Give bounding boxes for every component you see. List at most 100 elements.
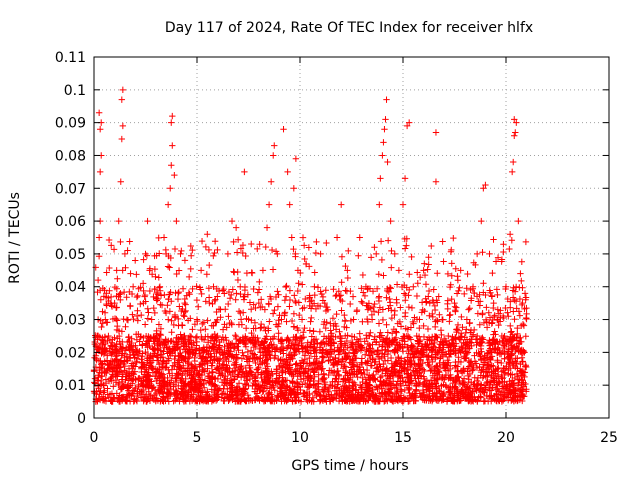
- data-point: [494, 306, 502, 313]
- data-point: [355, 398, 363, 405]
- data-point: [305, 244, 313, 251]
- data-point: [350, 397, 357, 404]
- data-point: [166, 264, 173, 271]
- data-point: [343, 354, 350, 362]
- data-point: [160, 339, 167, 346]
- data-point: [303, 396, 310, 403]
- data-point: [358, 343, 365, 351]
- data-point: [241, 370, 248, 378]
- data-point: [453, 290, 461, 297]
- data-point: [428, 242, 435, 250]
- data-point: [518, 322, 525, 329]
- data-point: [294, 383, 301, 391]
- data-point: [212, 319, 220, 326]
- data-point: [521, 349, 528, 356]
- data-point: [214, 246, 221, 254]
- data-point: [339, 364, 347, 372]
- data-point: [446, 283, 454, 291]
- data-point: [225, 347, 232, 354]
- data-point: [246, 299, 254, 306]
- data-point: [193, 283, 200, 290]
- data-point: [398, 283, 406, 291]
- data-point: [372, 392, 379, 399]
- data-point: [339, 383, 347, 390]
- data-point: [307, 318, 314, 325]
- data-point: [335, 288, 343, 295]
- data-point: [410, 343, 418, 351]
- data-point: [253, 354, 260, 361]
- data-point: [299, 281, 306, 288]
- data-point: [349, 356, 356, 364]
- data-point: [167, 352, 174, 359]
- data-point: [290, 245, 297, 253]
- data-point: [271, 306, 278, 314]
- data-point: [242, 343, 250, 350]
- data-point: [160, 234, 168, 241]
- data-point: [126, 238, 133, 245]
- data-point: [197, 267, 205, 274]
- data-point: [383, 96, 390, 103]
- data-point: [132, 359, 140, 366]
- data-point: [183, 395, 191, 403]
- data-point: [459, 324, 466, 331]
- data-point: [118, 394, 125, 401]
- data-point: [178, 364, 186, 372]
- data-point: [436, 359, 443, 367]
- data-point: [177, 250, 184, 258]
- data-point: [143, 252, 151, 259]
- data-point: [141, 394, 149, 401]
- data-point: [241, 380, 248, 388]
- data-point: [463, 316, 471, 323]
- data-point: [319, 353, 326, 361]
- data-point: [329, 356, 337, 363]
- data-point: [134, 292, 141, 300]
- data-point: [102, 369, 109, 376]
- data-point: [465, 306, 472, 313]
- data-point: [415, 360, 422, 368]
- data-point: [157, 325, 165, 332]
- data-point: [170, 381, 177, 388]
- data-point: [94, 336, 101, 343]
- data-point: [114, 275, 121, 282]
- data-point: [456, 284, 463, 291]
- data-point: [300, 375, 307, 382]
- data-point: [104, 385, 111, 392]
- data-point: [397, 323, 405, 330]
- data-point: [188, 339, 195, 347]
- data-point: [393, 382, 400, 389]
- data-point: [155, 321, 163, 328]
- data-point: [245, 358, 253, 365]
- data-point: [203, 348, 211, 356]
- data-point: [391, 346, 399, 353]
- data-point: [104, 337, 111, 345]
- data-point: [378, 256, 386, 264]
- data-point: [459, 366, 467, 374]
- data-point: [197, 394, 204, 402]
- data-point: [292, 297, 299, 305]
- data-point: [178, 247, 185, 255]
- data-point: [301, 389, 308, 397]
- data-point: [165, 337, 172, 345]
- data-point: [164, 201, 172, 208]
- data-point: [347, 370, 355, 377]
- data-point: [199, 320, 206, 328]
- data-point: [271, 142, 278, 149]
- data-point: [161, 291, 168, 299]
- data-point: [231, 343, 238, 350]
- data-point: [348, 392, 355, 400]
- data-point: [113, 341, 120, 348]
- data-point: [140, 334, 147, 342]
- data-point: [290, 372, 297, 380]
- data-point: [345, 247, 352, 255]
- y-tick-label: 0.05: [55, 247, 86, 263]
- data-point: [364, 302, 371, 310]
- data-point: [229, 395, 237, 402]
- data-point: [221, 321, 228, 328]
- data-point: [311, 291, 318, 299]
- data-point: [214, 357, 221, 364]
- data-point: [248, 369, 255, 376]
- data-point: [158, 301, 166, 309]
- data-point: [340, 375, 347, 382]
- data-point: [447, 371, 454, 379]
- data-point: [130, 352, 137, 359]
